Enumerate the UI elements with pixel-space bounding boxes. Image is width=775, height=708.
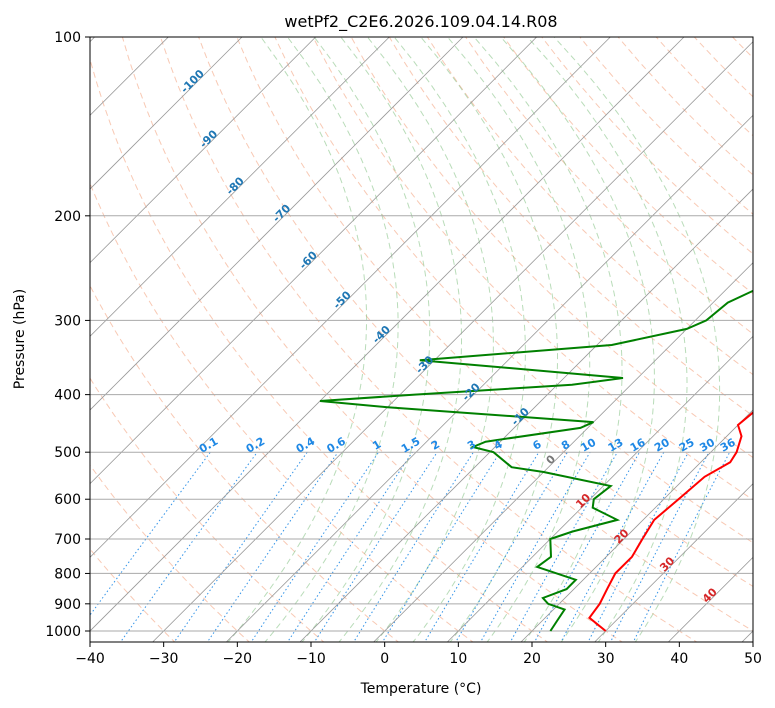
isotherm [90,37,390,337]
dry-adiabat [90,464,251,642]
x-tick-label: −30 [149,651,179,667]
isotherm [446,335,753,642]
y-tick-label: 900 [54,597,81,613]
dry-adiabat [236,37,753,588]
x-tick-label: 30 [597,651,615,667]
x-axis: −40 −30 −20 −10 0 10 20 30 40 50 [75,642,762,667]
isotherm [225,114,753,642]
y-tick-label: 100 [54,30,81,46]
mixing-ratio-line [313,451,438,642]
mixing-ratio-line [287,451,413,642]
mixing-ratio-line [173,451,308,642]
mixing-ratio-line [560,451,665,642]
temperature-profile [588,411,753,632]
moist-adiabat [393,37,526,642]
dry-adiabat [121,37,623,642]
dry-adiabat [198,37,753,632]
x-tick-label: 40 [670,651,688,667]
isotherm [90,37,464,411]
y-tick-label: 600 [54,492,81,508]
mixing-ratio-line [533,451,640,642]
y-tick-label: 200 [54,209,81,225]
x-tick-label: 20 [523,651,541,667]
moist-adiabat [527,37,688,642]
mixing-ratio-line [353,451,474,642]
mixing-ratio-line [90,451,211,616]
isotherm [520,409,753,642]
dry-adiabat [90,377,325,642]
x-tick-label: 50 [744,651,762,667]
x-tick-label: 0 [380,651,389,667]
x-tick-label: −40 [75,651,105,667]
moist-adiabat [338,37,462,642]
plot-frame [89,36,754,643]
dry-adiabat [274,37,753,544]
mixing-ratio-line [587,451,689,642]
mixing-ratio-line [119,451,258,642]
dry-adiabat [503,37,753,295]
y-tick-label: 300 [54,313,81,329]
mixing-ratio-line [206,451,339,642]
moist-adiabat [227,37,368,642]
isotherm [299,188,753,642]
grid [90,37,753,642]
y-axis: 1000 900 800 700 600 500 400 300 200 100 [45,30,90,640]
x-tick-label: −10 [296,651,326,667]
moist-adiabat [553,37,721,642]
y-tick-label: 700 [54,532,81,548]
dry-adiabat [312,37,753,501]
moist-adiabat [500,37,655,642]
y-tick-label: 800 [54,566,81,582]
x-tick-label: −20 [223,651,253,667]
dewpoint-profile [319,289,753,632]
moist-adiabat [301,37,431,642]
y-tick-label: 1000 [45,624,81,640]
dry-adiabat [465,37,753,335]
isotherm [152,41,753,642]
moist-adiabat [473,37,623,642]
moist-adiabat [367,37,494,642]
dry-adiabat [90,57,549,642]
moist-adiabat [447,37,591,642]
dry-adiabat [160,37,698,642]
mixing-ratio-line [250,451,380,642]
y-tick-label: 500 [54,445,81,461]
profiles [319,289,753,632]
y-tick-label: 400 [54,388,81,404]
background-lines [90,37,753,642]
y-axis-label: Pressure (hPa) [12,289,28,389]
isotherm [373,262,753,642]
x-axis-label: Temperature (°C) [360,681,482,697]
isotherm [90,37,243,190]
isotherm [90,37,685,632]
isotherm [90,37,537,485]
chart-title: wetPf2_C2E6.2026.109.04.14.R08 [284,12,557,32]
isotherm [90,37,611,558]
isotherm [594,483,753,642]
mixing-ratio-line [424,451,540,642]
isotherm [90,37,316,264]
x-tick-label: 10 [449,651,467,667]
moist-adiabat [264,37,399,642]
